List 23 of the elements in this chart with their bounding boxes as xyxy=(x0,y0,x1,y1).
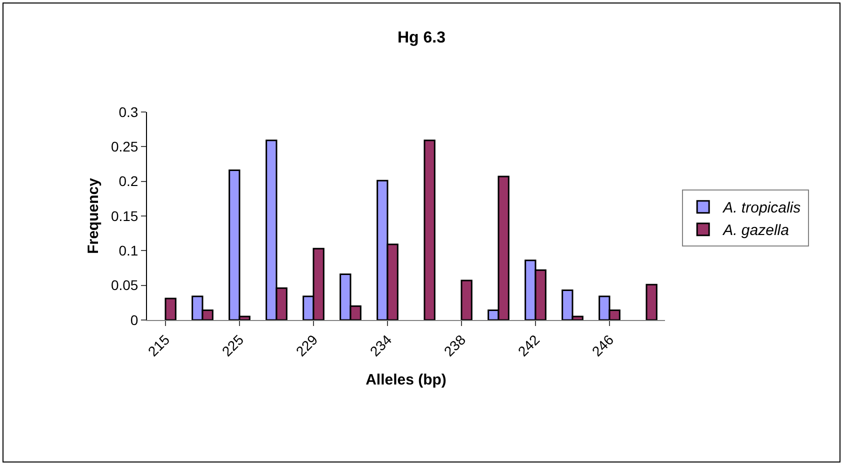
legend-label: A. tropicalis xyxy=(722,200,802,217)
y-tick-label: 0.2 xyxy=(118,173,138,190)
bar xyxy=(646,284,658,320)
x-tick-label: 246 xyxy=(588,331,617,360)
x-tick-label: 229 xyxy=(292,331,321,360)
x-tick-label: 225 xyxy=(218,331,247,360)
bar xyxy=(424,140,436,320)
y-tick-label: 0.3 xyxy=(118,104,138,120)
x-tick-label: 242 xyxy=(514,331,543,360)
x-axis-title: Alleles (bp) xyxy=(366,371,446,388)
bar xyxy=(164,298,176,320)
y-axis-title: Frequency xyxy=(85,177,102,254)
y-tick-label: 0 xyxy=(130,312,138,328)
x-tick-label: 238 xyxy=(440,331,469,360)
y-tick-label: 0.05 xyxy=(110,277,138,294)
y-tick-label: 0.15 xyxy=(110,208,138,224)
chart-title: Hg 6.3 xyxy=(397,30,446,47)
x-tick-label: 215 xyxy=(144,331,173,360)
x-tick-label: 234 xyxy=(366,331,395,360)
legend-label: A. gazella xyxy=(722,222,789,240)
y-tick-label: 0.25 xyxy=(110,138,138,155)
bar xyxy=(460,280,472,320)
y-tick-label: 0.1 xyxy=(118,242,138,259)
